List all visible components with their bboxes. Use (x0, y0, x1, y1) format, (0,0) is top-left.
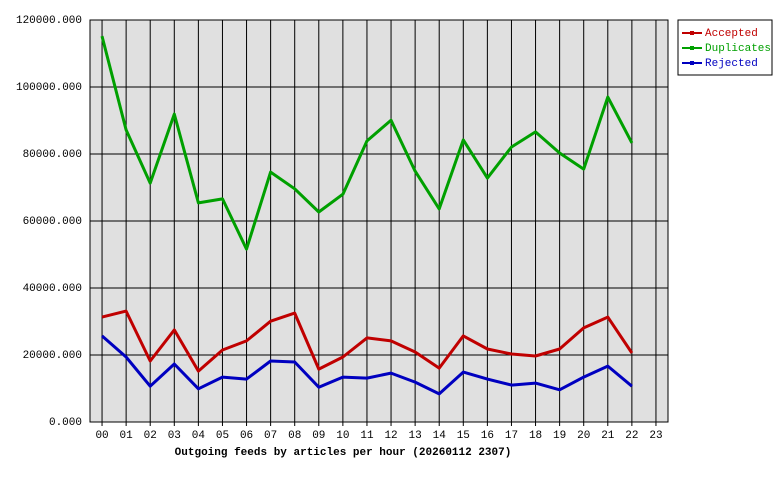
series-line (101, 309, 634, 373)
x-tick-label: 08 (288, 430, 301, 442)
y-tick-label: 20000.000 (23, 350, 82, 362)
x-tick-label: 02 (144, 430, 157, 442)
series-line (100, 35, 634, 251)
x-tick-label: 20 (577, 430, 590, 442)
x-tick-label: 18 (529, 430, 542, 442)
chart-title: Outgoing feeds by articles per hour (202… (175, 447, 512, 459)
x-tick-label: 11 (360, 430, 374, 442)
y-tick-label: 100000.000 (16, 82, 82, 94)
x-tick-label: 07 (264, 430, 277, 442)
x-tick-label: 21 (601, 430, 615, 442)
series-line (101, 334, 633, 396)
y-tick-label: 80000.000 (23, 149, 82, 161)
legend-label: Duplicates (705, 43, 771, 55)
legend-marker (690, 61, 694, 65)
x-tick-label: 00 (95, 430, 108, 442)
x-tick-label: 12 (384, 430, 397, 442)
x-tick-label: 03 (168, 430, 181, 442)
legend-label: Rejected (705, 58, 758, 70)
x-tick-label: 15 (457, 430, 470, 442)
x-tick-label: 13 (409, 430, 422, 442)
x-tick-label: 10 (336, 430, 349, 442)
x-tick-label: 06 (240, 430, 253, 442)
x-tick-label: 16 (481, 430, 494, 442)
legend-label: Accepted (705, 28, 758, 40)
legend-marker (690, 46, 694, 50)
x-tick-label: 09 (312, 430, 325, 442)
y-tick-label: 120000.000 (16, 15, 82, 27)
y-tick-label: 0.000 (49, 417, 82, 429)
y-tick-label: 40000.000 (23, 283, 82, 295)
legend-marker (690, 31, 694, 35)
x-tick-label: 04 (192, 430, 206, 442)
y-tick-label: 60000.000 (23, 216, 82, 228)
x-tick-label: 22 (625, 430, 638, 442)
x-tick-label: 05 (216, 430, 229, 442)
x-tick-label: 17 (505, 430, 518, 442)
x-tick-label: 14 (433, 430, 447, 442)
x-tick-label: 01 (120, 430, 134, 442)
x-tick-label: 23 (649, 430, 662, 442)
x-tick-label: 19 (553, 430, 566, 442)
